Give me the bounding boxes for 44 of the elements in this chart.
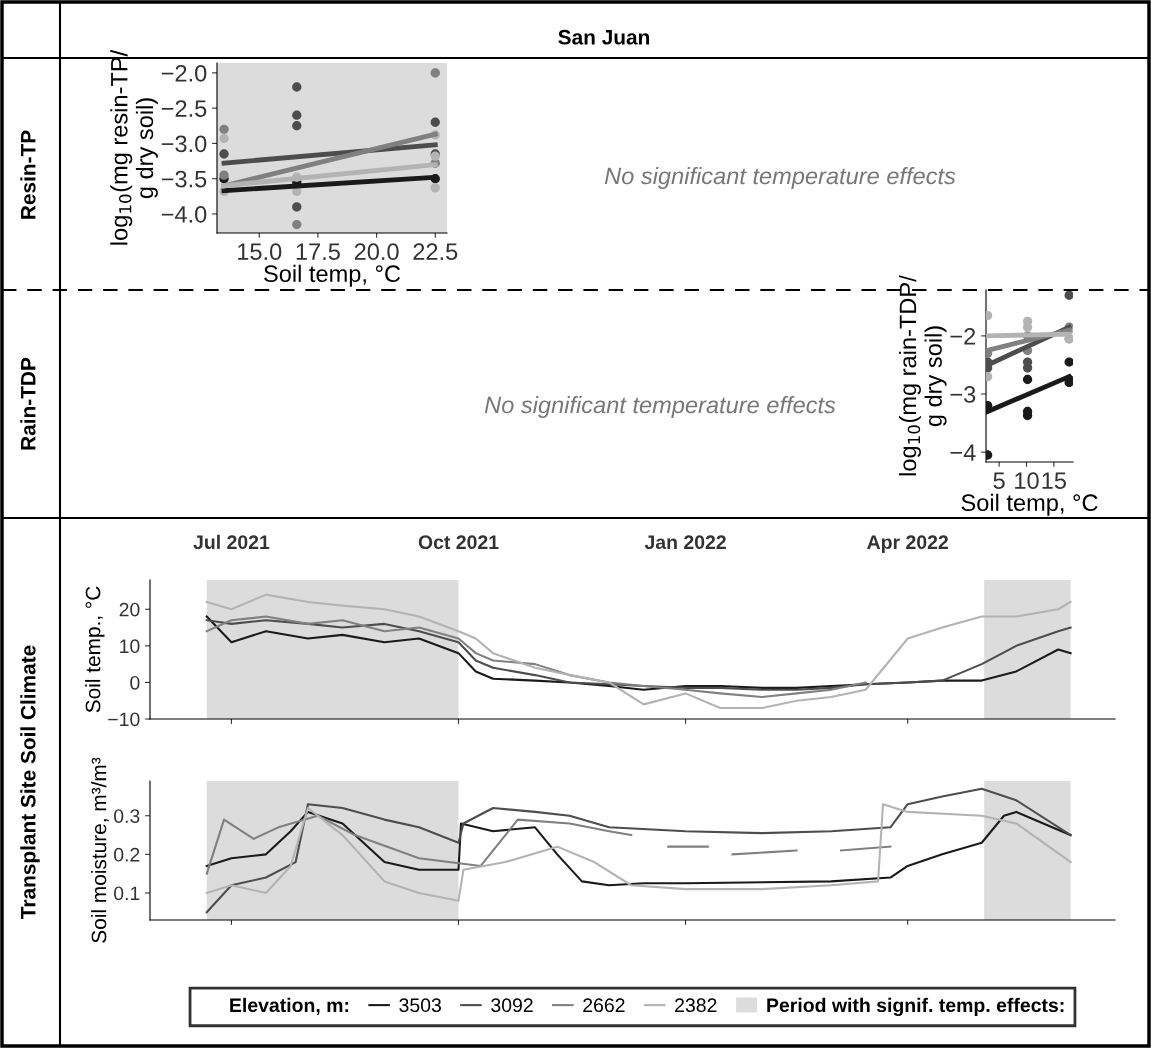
x-tick-label: 5 bbox=[993, 472, 1005, 490]
text: San Juan bbox=[558, 29, 650, 45]
y-tick-label: −4.0 bbox=[161, 206, 207, 223]
x-tick-label: Jul 2021 bbox=[193, 534, 270, 550]
x-tick-label: Jan 2022 bbox=[644, 535, 726, 550]
y-tick-label: −3.0 bbox=[161, 135, 207, 153]
x-axis-title: Soil temp, °C bbox=[264, 264, 401, 287]
y-tick-label: 0.3 bbox=[114, 809, 140, 823]
legend-label: 2382 bbox=[675, 998, 717, 1013]
y-tick-label: 0.1 bbox=[114, 886, 140, 901]
legend-title: Elevation, m: bbox=[230, 997, 349, 1015]
x-tick-label: 17.5 bbox=[296, 243, 340, 261]
x-tick-label: 15.0 bbox=[238, 243, 282, 261]
y-axis-title: Soil moisture, m³/m³ bbox=[91, 757, 109, 943]
x-tick-label: Apr 2022 bbox=[867, 535, 948, 553]
x-tick-label: 10 bbox=[1015, 472, 1039, 490]
y-tick-label: −2.5 bbox=[161, 100, 207, 117]
legend-label: 2662 bbox=[583, 998, 625, 1013]
y-tick-label: 0 bbox=[130, 675, 140, 690]
legend-label: 3503 bbox=[399, 998, 441, 1013]
text: Resin-TP bbox=[20, 130, 36, 219]
y-axis-title: log$_{10}$(mg resin-TP/ g dry soil) bbox=[110, 49, 158, 245]
legend-label: 3092 bbox=[491, 998, 533, 1013]
y-tick-label: −3.5 bbox=[161, 170, 207, 188]
x-tick-label: Oct 2021 bbox=[418, 535, 499, 550]
y-tick-label: −3 bbox=[950, 386, 976, 403]
text: No significant temperature effects bbox=[484, 395, 836, 418]
y-tick-label: −2.0 bbox=[161, 64, 207, 82]
legend-label: Period with signif. temp. effects: bbox=[767, 997, 1064, 1017]
y-tick-label: −10 bbox=[108, 712, 140, 727]
x-axis-title: Soil temp, °C bbox=[961, 493, 1098, 516]
y-tick-label: −4 bbox=[950, 444, 976, 461]
y-tick-label: −2 bbox=[950, 327, 976, 345]
x-tick-label: 22.5 bbox=[413, 243, 458, 261]
text: No significant temperature effects bbox=[604, 166, 956, 189]
text: Rain-TDP bbox=[20, 357, 36, 450]
y-tick-label: 20 bbox=[119, 602, 140, 617]
text: Transplant Site Soil Climate bbox=[20, 645, 40, 919]
y-tick-label: 10 bbox=[120, 639, 140, 654]
y-axis-title: Soil temp., °C bbox=[85, 586, 105, 713]
x-tick-label: 15 bbox=[1042, 472, 1066, 490]
y-axis-title: log$_{10}$(mg rain-TDP/ g dry soil) bbox=[898, 275, 947, 476]
y-tick-label: 0.2 bbox=[114, 847, 140, 862]
x-tick-label: 20.0 bbox=[354, 243, 399, 261]
